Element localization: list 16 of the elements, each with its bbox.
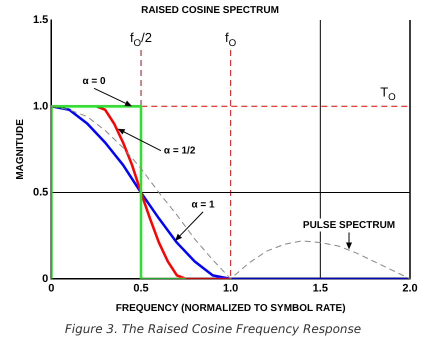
caption: Figure 3. The Raised Cosine Frequency Response xyxy=(64,322,362,336)
y-tick-label: 1.0 xyxy=(32,100,48,112)
y-tick-label: 0.5 xyxy=(32,186,48,199)
annotation: α = 0 xyxy=(82,76,106,88)
y-tick-label: 1.5 xyxy=(32,14,48,26)
x-tick-label: 0.5 xyxy=(133,282,149,294)
chart-title: RAISED COSINE SPECTRUM xyxy=(141,4,279,16)
x-axis-title: FREQUENCY (NORMALIZED TO SYMBOL RATE) xyxy=(116,302,346,314)
y-tick-label: 0 xyxy=(42,272,48,285)
x-tick-label: 2.0 xyxy=(402,282,418,294)
x-tick-label: 1.0 xyxy=(222,282,238,294)
x-tick-label: 1.5 xyxy=(312,282,328,294)
annotation: α = 1/2 xyxy=(164,145,196,156)
y-axis-title: MAGNITUDE xyxy=(14,118,26,180)
annotation: α = 1 xyxy=(191,200,216,211)
annotation: PULSE SPECTRUM xyxy=(302,220,396,232)
